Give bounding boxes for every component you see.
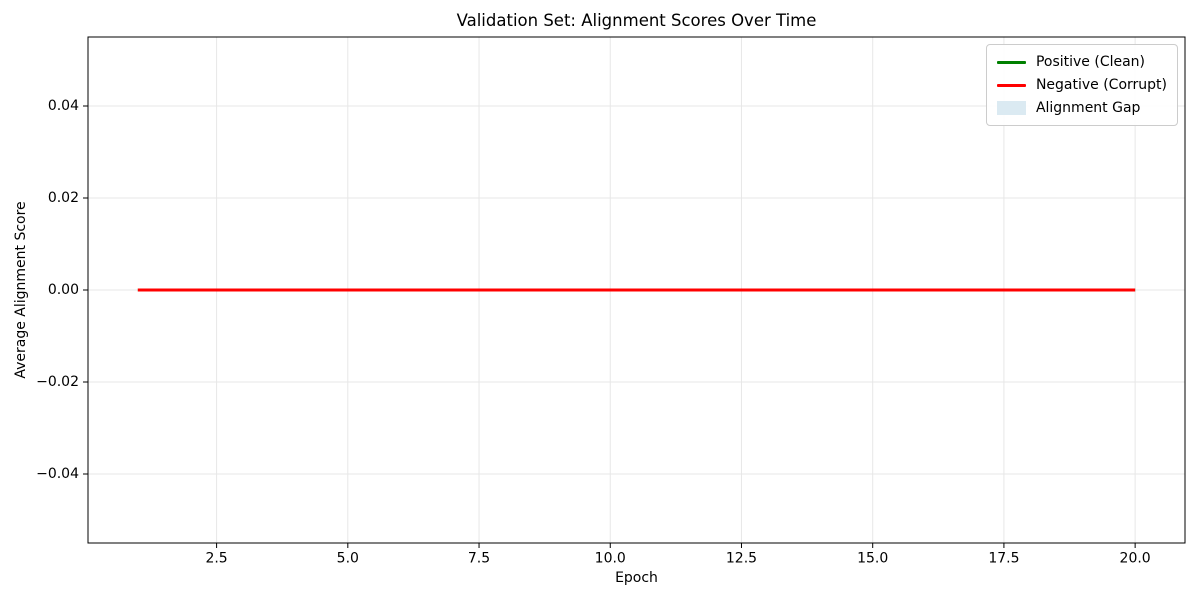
y-tick-label: 0.02 xyxy=(48,190,79,206)
x-tick-label: 17.5 xyxy=(988,551,1019,567)
x-tick-label: 12.5 xyxy=(726,551,757,567)
chart-title: Validation Set: Alignment Scores Over Ti… xyxy=(456,11,817,30)
y-tick-label: −0.04 xyxy=(36,466,79,482)
legend-label-negative: Negative (Corrupt) xyxy=(1035,77,1167,93)
y-tick-label: 0.04 xyxy=(48,98,79,114)
legend-item-negative: Negative (Corrupt) xyxy=(996,75,1167,95)
legend-label-positive: Positive (Clean) xyxy=(1035,54,1146,70)
legend-patch-gap xyxy=(996,101,1026,115)
y-tick-label: 0.00 xyxy=(48,282,79,298)
legend-line-positive xyxy=(996,60,1026,64)
y-tick-label: −0.02 xyxy=(36,374,79,390)
y-axis-label: Average Alignment Score xyxy=(13,201,29,379)
x-axis-label: Epoch xyxy=(615,570,658,586)
x-tick-label: 10.0 xyxy=(595,551,626,567)
x-tick-label: 2.5 xyxy=(205,551,227,567)
legend-item-positive: Positive (Clean) xyxy=(996,52,1167,72)
legend-item-gap: Alignment Gap xyxy=(996,98,1167,118)
x-tick-label: 15.0 xyxy=(857,551,888,567)
legend-line-negative xyxy=(996,83,1026,87)
x-tick-label: 5.0 xyxy=(337,551,359,567)
legend-label-gap: Alignment Gap xyxy=(1035,100,1141,116)
legend: Positive (Clean) Negative (Corrupt) Alig… xyxy=(985,44,1178,126)
x-tick-label: 20.0 xyxy=(1120,551,1151,567)
x-tick-label: 7.5 xyxy=(468,551,490,567)
